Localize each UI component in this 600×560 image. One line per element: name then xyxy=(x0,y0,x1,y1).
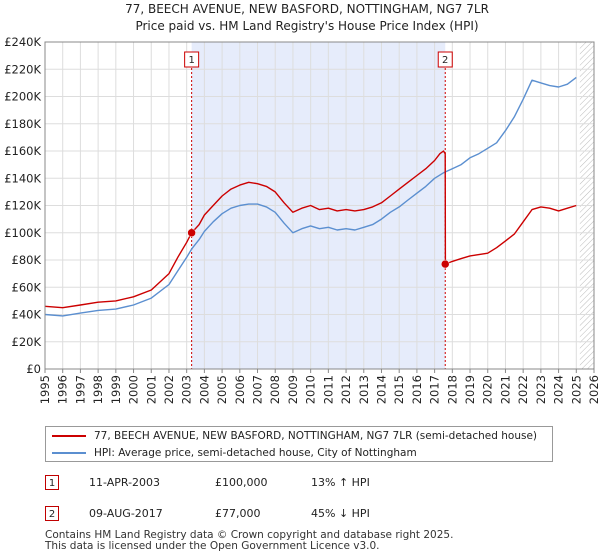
y-tick-label: £140K xyxy=(4,171,41,185)
x-tick-label: 2019 xyxy=(463,375,477,404)
x-tick-label: 2012 xyxy=(339,375,353,404)
chart-title: 77, BEECH AVENUE, NEW BASFORD, NOTTINGHA… xyxy=(125,2,489,16)
plot-frame xyxy=(44,41,595,370)
y-tick-label: £100K xyxy=(4,226,41,240)
x-tick-label: 2011 xyxy=(321,375,335,404)
hpi-series-line xyxy=(44,76,577,317)
y-tick-label: £80K xyxy=(12,253,42,267)
y-tick-label: £160K xyxy=(4,144,41,158)
legend-item-hpi: HPI: Average price, semi-detached house,… xyxy=(52,445,417,461)
chart-subtitle: Price paid vs. HM Land Registry's House … xyxy=(135,19,478,33)
licence-notice: This data is licensed under the Open Gov… xyxy=(45,540,380,552)
price-chart: 77, BEECH AVENUE, NEW BASFORD, NOTTINGHA… xyxy=(4,2,600,404)
x-tick-label: 2014 xyxy=(374,375,388,404)
transaction-price: £100,000 xyxy=(215,476,268,489)
footer: Contains HM Land Registry data © Crown c… xyxy=(45,530,565,552)
x-tick-label: 2024 xyxy=(552,375,566,404)
y-tick-label: £200K xyxy=(4,90,41,104)
legend-item-property: 77, BEECH AVENUE, NEW BASFORD, NOTTINGHA… xyxy=(52,428,537,444)
marker-badge-label: 1 xyxy=(188,55,194,66)
sale-point xyxy=(187,228,196,237)
x-tick-label: 1998 xyxy=(91,375,105,404)
x-tick-label: 2002 xyxy=(162,375,176,404)
y-tick-label: £120K xyxy=(4,199,41,213)
y-tick-label: £220K xyxy=(4,62,41,76)
x-tick-label: 2025 xyxy=(569,375,583,404)
x-tick-label: 2016 xyxy=(410,375,424,404)
x-tick-label: 2026 xyxy=(587,375,600,404)
property-series-line xyxy=(44,150,577,309)
x-tick-label: 2023 xyxy=(534,375,548,404)
y-tick-label: £40K xyxy=(12,308,42,322)
x-tick-label: 2015 xyxy=(392,375,406,404)
transaction-number-badge: 1 xyxy=(45,475,59,490)
x-tick-label: 2022 xyxy=(516,375,530,404)
marker-badge-box xyxy=(437,51,453,68)
x-tick-label: 2010 xyxy=(304,375,318,404)
x-tick-label: 2001 xyxy=(144,375,158,404)
transaction-date: 11-APR-2003 xyxy=(89,476,161,489)
x-tick-label: 2009 xyxy=(286,375,300,404)
legend-swatch-property xyxy=(52,435,86,437)
x-tick-label: 1999 xyxy=(109,375,123,404)
marker-badge-box xyxy=(184,51,200,68)
legend-label-hpi: HPI: Average price, semi-detached house,… xyxy=(94,447,417,459)
x-tick-label: 2017 xyxy=(428,375,442,404)
x-tick-label: 2005 xyxy=(215,375,229,404)
legend: 77, BEECH AVENUE, NEW BASFORD, NOTTINGHA… xyxy=(45,426,553,462)
x-tick-label: 2004 xyxy=(197,375,211,404)
y-tick-label: £180K xyxy=(4,117,41,131)
x-tick-label: 2007 xyxy=(251,375,265,404)
transaction-date: 09-AUG-2017 xyxy=(89,507,163,520)
y-tick-label: £0 xyxy=(26,362,41,376)
marker-badge-label: 2 xyxy=(442,55,448,66)
x-tick-label: 2008 xyxy=(268,375,282,404)
legend-label-property: 77, BEECH AVENUE, NEW BASFORD, NOTTINGHA… xyxy=(94,430,537,442)
x-tick-label: 2021 xyxy=(498,375,512,404)
y-tick-label: £20K xyxy=(12,335,42,349)
x-tick-label: 2000 xyxy=(127,375,141,404)
x-tick-label: 2013 xyxy=(357,375,371,404)
sale-point xyxy=(440,259,450,269)
x-tick-label: 1996 xyxy=(56,375,70,404)
x-tick-label: 2006 xyxy=(233,375,247,404)
transaction-hpi-change: 13% ↑ HPI xyxy=(311,476,370,489)
y-tick-label: £240K xyxy=(4,35,41,49)
y-tick-label: £60K xyxy=(12,280,42,294)
x-tick-label: 2020 xyxy=(481,375,495,404)
x-tick-label: 2003 xyxy=(180,375,194,404)
x-tick-label: 1995 xyxy=(38,375,52,404)
legend-swatch-hpi xyxy=(52,452,86,454)
copyright-notice: Contains HM Land Registry data © Crown c… xyxy=(45,529,454,541)
transaction-number-badge: 2 xyxy=(45,506,59,521)
x-tick-label: 1997 xyxy=(73,375,87,404)
transaction-price: £77,000 xyxy=(215,507,261,520)
x-tick-label: 2018 xyxy=(445,375,459,404)
transaction-hpi-change: 45% ↓ HPI xyxy=(311,507,370,520)
